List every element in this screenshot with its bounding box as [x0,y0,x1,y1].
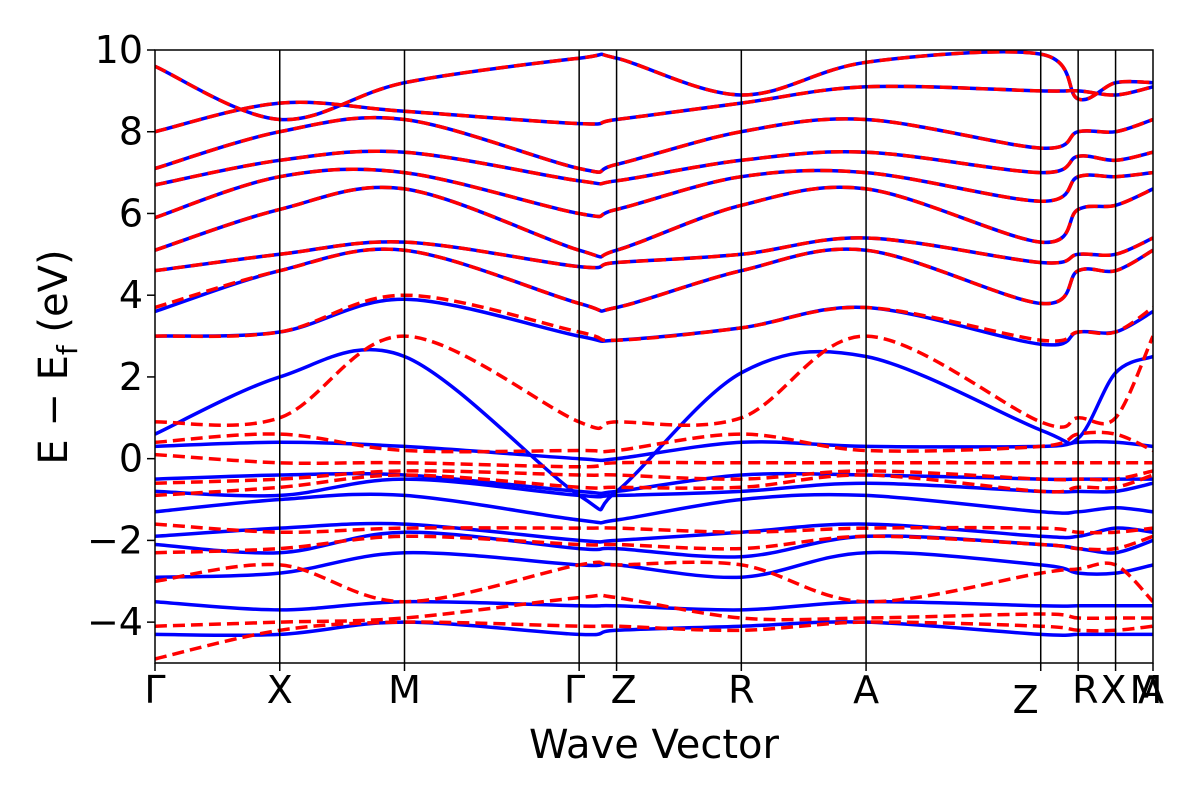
y-tick-label-3: 2 [119,355,143,399]
x-tick-label-9: X [1101,668,1127,712]
y-tick-label-0: −4 [87,600,143,644]
x-axis-title: Wave Vector [529,722,780,768]
dashed-band-line-5 [155,473,1153,498]
y-axis-title-main: E − E [31,355,77,465]
dashed-band-line-2 [155,560,1153,604]
x-tick-label-11: A [1138,668,1164,712]
dashed-band-line-16 [155,115,1153,174]
x-tick-label-2: M [388,668,421,712]
x-tick-label-3: Γ [564,668,585,712]
dashed-band-line-0 [155,620,1153,661]
solid-band-line-4 [155,521,1153,544]
dashed-band-line-7 [155,452,1153,469]
dashed-band-line-18 [155,50,1153,122]
solid-band-line-9 [155,347,1153,512]
dashed-band-line-13 [155,185,1153,259]
x-tick-label-10: M [1130,668,1163,712]
dashed-band-line-12 [155,236,1153,273]
x-tick-label-0: Γ [144,668,165,712]
y-axis-title: E − Ef (eV) [31,249,84,464]
solid-band-line-5 [155,492,1153,525]
dashed-band-line-3 [155,534,1153,555]
y-tick-label-7: 10 [95,28,143,72]
y-tick-label-6: 8 [119,110,143,154]
y-tick-label-4: 4 [119,273,143,317]
x-tick-label-8: R [1072,668,1098,712]
solid-band-line-0 [155,620,1153,638]
dashed-band-line-1 [155,593,1153,628]
solid-band-line-1 [155,599,1153,612]
dashed-band-line-11 [155,247,1153,313]
solid-band-line-2 [155,550,1153,580]
plot-frame [154,49,1154,664]
dashed-band-line-4 [155,522,1153,535]
solid-band-line-15 [155,149,1153,187]
x-tick-label-5: R [728,668,754,712]
x-tick-label-7: Z [1013,678,1039,722]
solid-band-line-6 [155,477,1153,499]
y-axis: −4 −2 0 2 4 6 8 10 [87,28,155,644]
dashed-band-line-8 [155,430,1153,454]
x-axis: Γ X M Γ Z R A Z R X MA [144,663,1164,722]
y-tick-label-5: 6 [119,191,143,235]
dashed-band-line-6 [155,469,1153,485]
x-tick-label-4: Z [611,668,637,712]
x-tick-label-6: A [853,668,879,712]
x-tick-label-1: X [267,668,293,712]
y-axis-title-unit: (eV) [31,249,77,345]
dashed-band-line-14 [155,167,1153,220]
y-tick-label-1: −2 [87,518,143,562]
kpoint-dividers [279,50,1117,663]
dashed-band-line-17 [155,84,1153,134]
dashed-band-line-10 [155,293,1153,343]
y-axis-title-sub: f [51,344,84,355]
y-tick-label-2: 0 [119,437,143,481]
